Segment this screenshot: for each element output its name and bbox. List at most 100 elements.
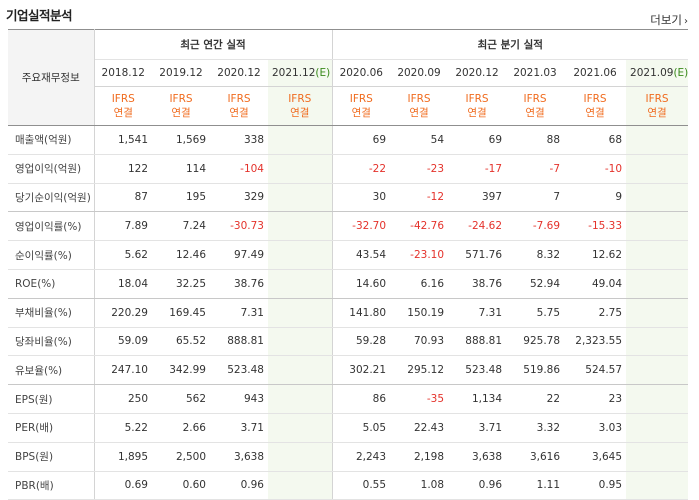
table-cell: 3,638 xyxy=(448,442,507,472)
table-cell: -104 xyxy=(210,154,268,184)
table-cell: 943 xyxy=(210,384,268,414)
period-header: 2021.06 xyxy=(564,59,627,87)
table-cell xyxy=(626,269,689,299)
table-cell: -35 xyxy=(390,384,449,414)
table-cell: -10 xyxy=(564,154,627,184)
table-cell: -23 xyxy=(390,154,449,184)
table-cell: 88 xyxy=(506,125,565,155)
table-cell: 86 xyxy=(331,384,391,414)
table-cell xyxy=(626,154,689,184)
table-cell xyxy=(268,471,333,500)
row-label: 유보율(%) xyxy=(8,355,95,386)
table-cell: 22 xyxy=(506,384,565,414)
table-cell: 2,500 xyxy=(152,442,210,472)
row-label: 부채비율(%) xyxy=(8,298,95,328)
table-cell: -7.69 xyxy=(506,211,565,242)
table-cell: -15.33 xyxy=(564,211,627,242)
table-row: 매출액(억원) 1,541 1,569 338 69 54 69 88 68 xyxy=(8,125,689,155)
table-cell: 23 xyxy=(564,384,627,414)
table-row: 순이익률(%) 5.62 12.46 97.49 43.54 -23.10 571.76 8.… xyxy=(8,240,689,270)
table-cell: 925.78 xyxy=(506,327,565,357)
table-cell: 250 xyxy=(94,384,152,414)
annual-group-header: 최근 연간 실적 xyxy=(94,29,333,60)
row-label: EPS(원) xyxy=(8,384,95,414)
table-row: 부채비율(%) 220.29 169.45 7.31 141.80 150.19 7.31 5… xyxy=(8,298,689,328)
more-link[interactable]: 더보기 › xyxy=(650,12,688,28)
period-header: 2021.09(E) xyxy=(626,59,689,87)
estimate-label: (E) xyxy=(315,67,331,79)
table-cell: 49.04 xyxy=(564,269,627,299)
table-cell: 38.76 xyxy=(210,269,268,299)
table-cell xyxy=(626,211,689,242)
basis-standard: IFRS xyxy=(407,93,431,105)
table-cell: 1,895 xyxy=(94,442,152,472)
period-label: 2020.12 xyxy=(455,67,499,79)
table-cell: 5.75 xyxy=(506,298,565,328)
table-cell: 2,198 xyxy=(390,442,449,472)
table-cell: 524.57 xyxy=(564,355,627,386)
table-cell xyxy=(626,240,689,270)
table-cell: -12 xyxy=(390,183,449,213)
period-label: 2021.09 xyxy=(630,67,674,79)
basis-scope: 연결 xyxy=(229,107,249,119)
table-cell: -17 xyxy=(448,154,507,184)
table-cell xyxy=(626,183,689,213)
period-header: 2021.03 xyxy=(506,59,565,87)
table-cell: 0.69 xyxy=(94,471,152,500)
table-cell: 54 xyxy=(390,125,449,155)
table-cell xyxy=(626,442,689,472)
table-cell: 3.32 xyxy=(506,413,565,443)
row-label: ROE(%) xyxy=(8,269,95,299)
table-cell xyxy=(626,413,689,443)
table-cell: 38.76 xyxy=(448,269,507,299)
table-cell: 295.12 xyxy=(390,355,449,386)
table-cell: 59.09 xyxy=(94,327,152,357)
table-cell: 2,323.55 xyxy=(564,327,627,357)
table-row: PER(배) 5.22 2.66 3.71 5.05 22.43 3.71 3.32 3.03 xyxy=(8,413,689,443)
table-cell: 523.48 xyxy=(210,355,268,386)
table-cell: 69 xyxy=(331,125,391,155)
table-cell: 5.05 xyxy=(331,413,391,443)
table-cell: 0.95 xyxy=(564,471,627,500)
period-label: 2020.09 xyxy=(397,67,441,79)
table-cell xyxy=(268,298,333,328)
table-cell: 329 xyxy=(210,183,268,213)
basis-scope: 연결 xyxy=(171,107,191,119)
basis-standard: IFRS xyxy=(288,93,312,105)
row-label: BPS(원) xyxy=(8,442,95,472)
basis-scope: 연결 xyxy=(467,107,487,119)
basis-standard: IFRS xyxy=(645,93,669,105)
basis-standard: IFRS xyxy=(227,93,251,105)
table-cell: 70.93 xyxy=(390,327,449,357)
table-cell: -23.10 xyxy=(390,240,449,270)
basis-scope: 연결 xyxy=(351,107,371,119)
table-cell: 9 xyxy=(564,183,627,213)
basis-scope: 연결 xyxy=(585,107,605,119)
table-cell: 52.94 xyxy=(506,269,565,299)
period-header: 2020.12 xyxy=(448,59,507,87)
table-row: ROE(%) 18.04 32.25 38.76 14.60 6.16 38.76 52.94… xyxy=(8,269,689,299)
table-cell: 114 xyxy=(152,154,210,184)
table-cell: 1,134 xyxy=(448,384,507,414)
table-cell: 7.31 xyxy=(210,298,268,328)
period-header: 2020.09 xyxy=(390,59,449,87)
row-label: PBR(배) xyxy=(8,471,95,500)
table-cell: 562 xyxy=(152,384,210,414)
table-cell: 342.99 xyxy=(152,355,210,386)
table-cell: 43.54 xyxy=(331,240,391,270)
table-cell: 1,541 xyxy=(94,125,152,155)
basis-header: IFRS 연결 xyxy=(210,86,268,126)
table-cell: 338 xyxy=(210,125,268,155)
table-cell: 888.81 xyxy=(448,327,507,357)
table-cell: 888.81 xyxy=(210,327,268,357)
table-cell xyxy=(268,154,333,184)
table-cell: 5.62 xyxy=(94,240,152,270)
basis-header: IFRS 연결 xyxy=(94,86,152,126)
table-cell: 3.71 xyxy=(448,413,507,443)
table-row: 유보율(%) 247.10 342.99 523.48 302.21 295.12 523.… xyxy=(8,355,689,386)
table-cell: 7.31 xyxy=(448,298,507,328)
financial-table: 주요재무정보 최근 연간 실적 최근 분기 실적 2018.12 2019.12 2… xyxy=(8,29,689,500)
table-cell: 1.08 xyxy=(390,471,449,500)
table-cell: 14.60 xyxy=(331,269,391,299)
table-cell: 12.62 xyxy=(564,240,627,270)
